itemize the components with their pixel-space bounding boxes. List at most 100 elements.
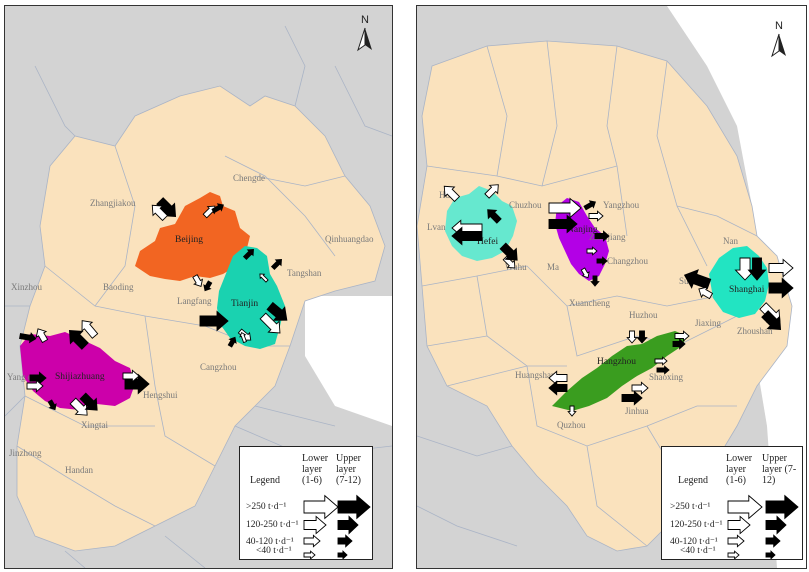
upper-layer-arrow	[211, 203, 224, 214]
upper-layer-arrow	[79, 392, 98, 411]
lower-layer-arrow	[768, 258, 794, 278]
upper-layer-arrow	[672, 338, 686, 350]
upper-layer-arrow	[594, 230, 610, 242]
right-boundaries	[417, 40, 758, 547]
legend-row-1: >250 t·d⁻¹	[246, 502, 287, 512]
lower-layer-arrow	[259, 312, 281, 334]
label-changzhou: Changzhou	[607, 256, 648, 266]
upper-layer-arrow	[451, 226, 483, 246]
upper-layer-arrow	[487, 209, 502, 224]
north-arrow-icon	[771, 33, 786, 58]
lower-layer-arrow	[727, 534, 745, 548]
lower-layer-arrow	[727, 494, 763, 520]
north-arrow: N	[353, 14, 377, 54]
lower-layer-arrow	[484, 184, 499, 199]
lower-layer-arrow	[727, 550, 740, 559]
upper-layer-arrow	[68, 329, 89, 350]
label-xingtai: Xingtai	[81, 420, 108, 430]
legend-title: Legend	[678, 475, 708, 486]
lower-layer-arrow	[303, 550, 316, 559]
city-tianjin: Tianjin	[231, 299, 258, 309]
upper-layer-arrow	[656, 365, 670, 375]
legend-arrow-samples	[303, 494, 371, 559]
upper-layer-arrow	[548, 214, 578, 234]
upper-layer-arrow	[765, 515, 787, 535]
left-legend: Legend Lower layer (1-6) Upper layer (7-…	[239, 446, 373, 560]
lower-layer-arrow	[122, 369, 140, 383]
label-jinhua: Jinhua	[625, 406, 649, 416]
upper-layer-arrow	[199, 310, 229, 332]
lower-layer-arrow	[567, 405, 577, 417]
upper-layer-arrow	[29, 371, 47, 385]
lower-layer-arrow	[151, 204, 169, 222]
upper-layer-arrow	[242, 249, 254, 261]
upper-layer-arrow	[203, 280, 213, 292]
left-map-panel: Zhangjiakou Chengde Qinhuangdao Tangshan…	[4, 5, 393, 569]
lower-layer-arrow	[698, 286, 714, 300]
label-baoding: Baoding	[103, 282, 134, 292]
upper-layer-arrow	[621, 390, 643, 406]
lower-layer-arrow	[192, 274, 204, 287]
city-hefei: Hefei	[477, 236, 498, 247]
upper-layer-arrow	[761, 310, 782, 331]
legend-row-1: >250 t·d⁻¹	[670, 502, 711, 512]
upper-layer-arrow	[19, 332, 37, 344]
upper-layer-arrow	[765, 534, 781, 548]
upper-layer-arrow	[765, 550, 776, 559]
label-zhangjiakou: Zhangjiakou	[90, 198, 136, 208]
legend-upper-header: Upper layer (7-12)	[336, 453, 361, 486]
sea-area	[305, 296, 392, 426]
label-chuzhou: Chuzhou	[509, 200, 542, 210]
label-tangshan: Tangshan	[287, 268, 322, 278]
label-huangshan: Huangshan	[515, 370, 556, 380]
upper-layer-arrow	[747, 257, 767, 281]
upper-layer-arrow	[768, 277, 794, 299]
lower-layer-arrow	[626, 330, 638, 344]
label-nantong: Nan	[723, 236, 738, 246]
label-quzhou: Quzhou	[557, 420, 586, 430]
upper-layer-arrow	[636, 330, 648, 344]
north-arrow: N	[767, 20, 791, 60]
lower-layer-arrow	[35, 328, 49, 344]
right-flux-arrows	[443, 184, 794, 417]
city-nanjing: Nanjing	[567, 225, 598, 235]
lower-layer-arrow	[548, 197, 582, 219]
label-langfang: Langfang	[177, 296, 212, 306]
legend-row-4: <40 t·d⁻¹	[256, 546, 292, 556]
label-yangzhou: Yangzhou	[603, 200, 640, 210]
lower-layer-arrow	[580, 267, 590, 279]
sea-area	[667, 6, 806, 568]
upper-layer-arrow	[548, 380, 568, 396]
lower-layer-arrow	[586, 246, 598, 256]
lower-layer-arrow	[81, 320, 99, 339]
upper-layer-arrow	[227, 336, 237, 348]
left-map-svg: Zhangjiakou Chengde Qinhuangdao Tangshan…	[5, 25, 392, 568]
label-zhoushan: Zhoushan	[737, 326, 773, 336]
upper-layer-arrow	[499, 242, 518, 261]
right-map-panel: Hu Chuzhou Yangzhou Lvan Zhenjiang Wuhu …	[416, 5, 807, 569]
label-hengshui: Hengshui	[143, 390, 178, 400]
upper-layer-arrow	[337, 494, 371, 520]
lower-layer-arrow	[259, 273, 269, 283]
beijing-area	[135, 192, 250, 281]
lower-layer-arrow	[727, 515, 751, 535]
label-xuancheng: Xuancheng	[569, 298, 610, 308]
upper-layer-arrow	[583, 200, 596, 211]
lower-layer-arrow	[631, 381, 649, 395]
upper-layer-arrow	[683, 269, 712, 290]
label-cangzhou: Cangzhou	[200, 362, 237, 372]
label-huzhou: Huzhou	[629, 310, 658, 320]
label-jiaxing: Jiaxing	[695, 318, 721, 328]
right-map-svg: Hu Chuzhou Yangzhou Lvan Zhenjiang Wuhu …	[417, 6, 806, 568]
lower-layer-arrow	[26, 379, 44, 393]
label-wuhu: Wuhu	[505, 262, 527, 272]
upper-layer-arrow	[337, 515, 359, 535]
city-hangzhou: Hangzhou	[597, 357, 636, 367]
shijiazhuang-area	[20, 332, 135, 410]
label-qinhuangdao: Qinhuangdao	[325, 234, 374, 244]
upper-layer-arrow	[337, 534, 353, 548]
city-beijing: Beijing	[175, 235, 203, 245]
city-shanghai: Shanghai	[729, 285, 765, 295]
north-label: N	[361, 14, 369, 26]
label-chengde: Chengde	[233, 173, 265, 183]
